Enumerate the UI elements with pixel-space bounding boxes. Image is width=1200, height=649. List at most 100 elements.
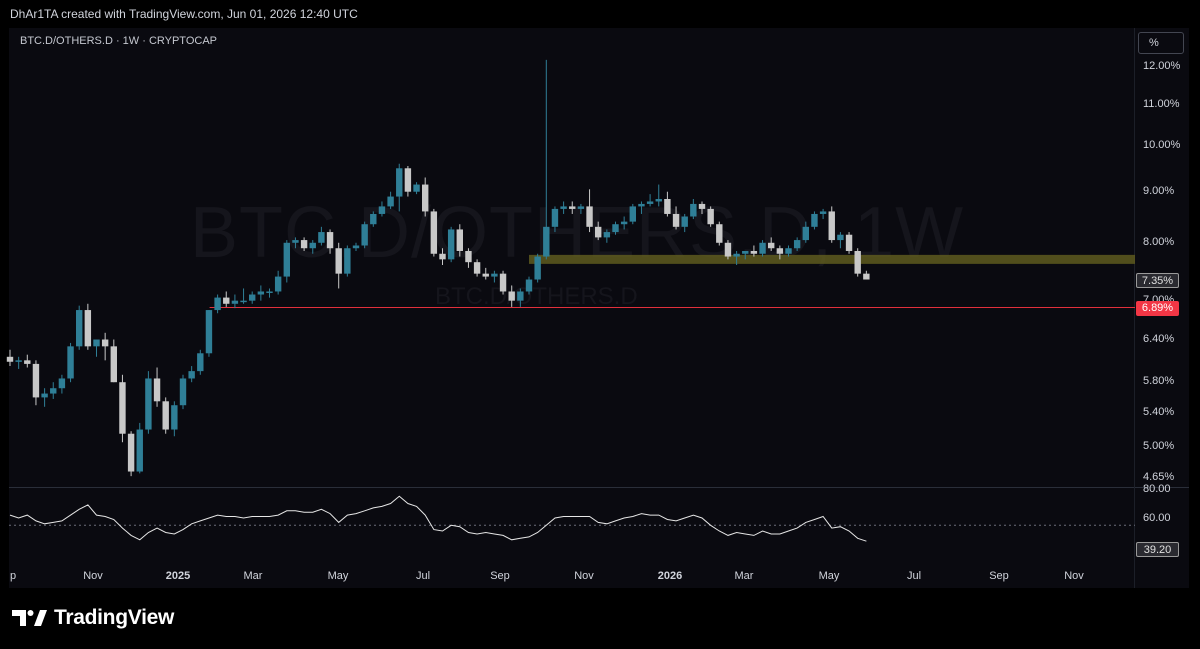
candle-body <box>854 250 861 274</box>
candle-body <box>828 211 835 241</box>
candle-body <box>664 199 671 214</box>
candle-body <box>404 168 412 192</box>
candle-body <box>742 250 749 254</box>
time-axis-label: 2026 <box>657 570 683 582</box>
candle-body <box>249 294 256 301</box>
candle-body <box>768 242 775 249</box>
tradingview-logo[interactable]: TradingView <box>12 606 174 630</box>
candle-body <box>188 371 195 379</box>
time-axis-label: Nov <box>83 570 103 582</box>
candle-body <box>171 405 178 430</box>
candle-body <box>274 276 282 292</box>
candle-body <box>499 273 507 292</box>
candle-body <box>378 206 386 214</box>
candle-body <box>543 226 550 257</box>
candle-body <box>802 226 809 241</box>
candle-body <box>655 199 662 202</box>
candle-body <box>863 273 870 280</box>
candle-body <box>413 184 420 192</box>
candle-body <box>41 393 48 398</box>
candle-body <box>776 248 784 254</box>
tradingview-logo-icon <box>12 610 47 626</box>
candle-body <box>24 360 31 364</box>
candle-body <box>6 356 14 362</box>
candle-body <box>309 242 316 249</box>
candle-body <box>707 208 714 225</box>
rsi-axis-label-60: 60.00 <box>1143 512 1171 524</box>
symbol-watermark-small: BTC.D/OTHERS.D <box>435 283 638 310</box>
time-axis-label: Mar <box>734 570 754 582</box>
symbol-info[interactable]: BTC.D/OTHERS.D · 1W · CRYPTOCAP <box>20 35 218 47</box>
candle-body <box>370 213 377 225</box>
time-axis-label: May <box>327 570 349 582</box>
time-axis-label: Mar <box>243 570 263 582</box>
candle-body <box>534 256 541 280</box>
candle-body <box>638 203 645 207</box>
candle-body <box>240 300 247 303</box>
rsi-line <box>9 495 867 542</box>
candle-body <box>50 388 57 394</box>
candle-body <box>837 234 844 241</box>
candle-body <box>819 211 827 214</box>
candle-body <box>32 363 40 398</box>
candle-body <box>300 240 308 249</box>
time-axis-label: Nov <box>574 570 594 582</box>
candle-body <box>387 196 394 207</box>
candle-body <box>811 213 818 227</box>
candle-body <box>577 206 585 209</box>
candle-body <box>482 273 489 277</box>
candle-body <box>716 224 723 243</box>
candle-body <box>76 310 83 347</box>
candle-body <box>595 226 602 238</box>
candle-body <box>422 184 429 212</box>
brand-name: TradingView <box>54 606 175 629</box>
candle-body <box>646 201 654 204</box>
candle-body <box>473 262 481 274</box>
candle-body <box>785 248 792 254</box>
candle-body <box>344 248 351 274</box>
attribution-text: DhAr1TA created with TradingView.com, Ju… <box>10 7 358 21</box>
candle-body <box>560 206 567 209</box>
candle-body <box>439 253 446 260</box>
candle-body <box>119 382 126 434</box>
candle-body <box>231 300 239 304</box>
candle-body <box>603 232 611 238</box>
candle-body <box>136 429 143 472</box>
rsi-value-badge: 39.20 <box>1136 542 1179 557</box>
candle-body <box>93 339 100 347</box>
price-axis-label: 8.00% <box>1143 235 1175 248</box>
price-axis-label: 5.00% <box>1143 439 1175 452</box>
candle-body <box>58 378 66 389</box>
candle-body <box>283 242 290 277</box>
candle-body <box>724 242 732 257</box>
candle-body <box>326 232 334 249</box>
support-zone <box>529 254 1135 264</box>
candle-body <box>845 234 853 251</box>
candle-body <box>361 224 368 246</box>
rsi-axis-label-80: 80.00 <box>1143 483 1171 495</box>
time-axis-label: May <box>818 570 840 582</box>
candle-body <box>396 168 403 197</box>
price-axis-label: 6.40% <box>1143 332 1175 345</box>
candle-body <box>465 250 472 263</box>
support-price-badge: 6.89% <box>1136 301 1179 316</box>
candle-body <box>101 339 109 347</box>
candle-body <box>517 291 524 301</box>
candle-body <box>145 378 152 430</box>
candle-body <box>214 297 221 311</box>
price-axis-label: 11.00% <box>1143 97 1180 110</box>
price-axis-label: 4.65% <box>1143 471 1175 483</box>
candle-body <box>127 433 135 472</box>
candle-body <box>447 229 455 260</box>
candle-body <box>551 208 559 227</box>
candle-body <box>698 203 706 209</box>
candle-body <box>508 291 515 301</box>
candle-body <box>750 250 758 254</box>
candle-body <box>318 232 325 243</box>
candle-body <box>629 206 636 222</box>
candle-body <box>586 206 593 227</box>
time-axis-label: Sep <box>989 570 1009 582</box>
current-price-badge: 7.35% <box>1136 273 1179 288</box>
percent-scale-button[interactable]: % <box>1138 32 1184 54</box>
